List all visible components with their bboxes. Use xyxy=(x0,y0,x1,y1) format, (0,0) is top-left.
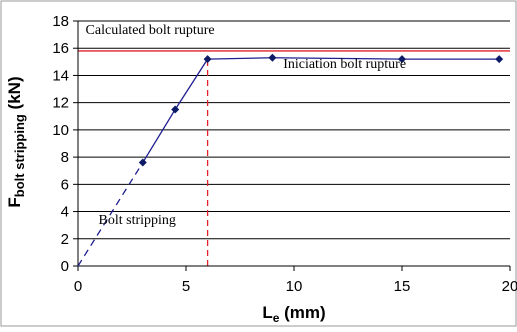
x-tick-label-0: 0 xyxy=(74,278,82,295)
data-point-marker xyxy=(171,105,180,114)
series-segment-0 xyxy=(77,162,144,267)
y-tick-label-14: 14 xyxy=(52,67,69,84)
x-tick-label-5: 5 xyxy=(182,278,190,295)
series-segment-3 xyxy=(207,57,273,60)
y-tick-label-6: 6 xyxy=(61,176,69,193)
y-tick-label-0: 0 xyxy=(61,258,69,275)
annotation-0: Calculated bolt rupture xyxy=(86,23,215,38)
annotations: Calculated bolt rupture Iniciation bolt r… xyxy=(86,23,406,228)
data-point-marker xyxy=(398,55,406,64)
tick-labels: 0 2 4 6 8 10 12 14 16 18 0 5 10 15 20 xyxy=(52,13,517,295)
y-tick-label-18: 18 xyxy=(52,13,69,30)
annotation-1: Iniciation bolt rupture xyxy=(283,57,406,72)
y-tick-label-4: 4 xyxy=(61,204,69,221)
axes xyxy=(73,20,511,271)
series-segment-4 xyxy=(272,57,403,60)
x-tick-label-20: 20 xyxy=(502,278,517,295)
series xyxy=(77,53,504,267)
y-tick-label-2: 2 xyxy=(61,231,69,248)
y-tick-label-10: 10 xyxy=(52,122,69,139)
y-axis-title: Fbolt stripping (kN) xyxy=(5,76,27,207)
x-tick-label-10: 10 xyxy=(286,278,303,295)
annotation-2: Bolt stripping xyxy=(99,213,176,228)
data-point-marker xyxy=(495,55,504,64)
reference-lines xyxy=(78,50,510,266)
series-segment-2 xyxy=(174,58,209,110)
y-tick-label-8: 8 xyxy=(61,149,69,166)
x-axis-title: Le (mm) xyxy=(262,303,325,325)
y-tick-label-12: 12 xyxy=(52,95,69,112)
x-tick-label-15: 15 xyxy=(394,278,411,295)
data-point-marker xyxy=(268,53,277,62)
series-segment-1 xyxy=(142,109,176,163)
grid-lines xyxy=(78,20,510,240)
data-point-marker xyxy=(203,55,212,64)
y-tick-label-16: 16 xyxy=(52,40,69,57)
data-point-marker xyxy=(138,158,147,167)
